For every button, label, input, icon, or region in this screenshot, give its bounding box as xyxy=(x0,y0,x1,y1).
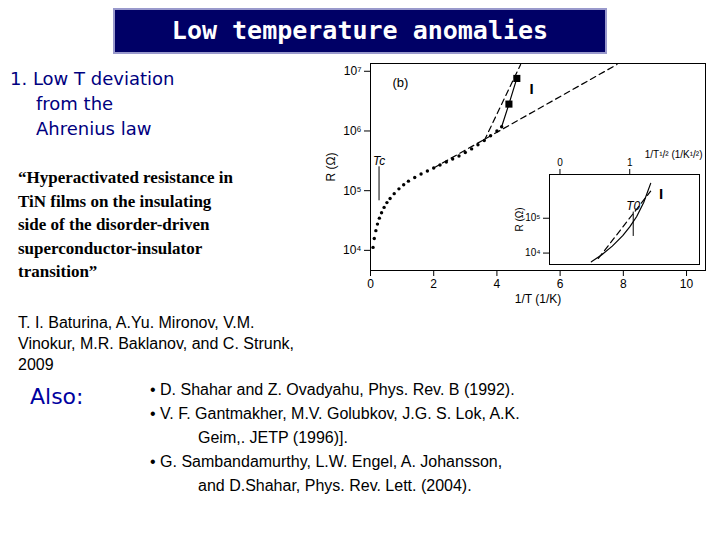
svg-text:0: 0 xyxy=(557,157,563,168)
html-text:transition”: transition” xyxy=(18,262,98,281)
svg-text:6: 6 xyxy=(557,277,564,291)
svg-text:1: 1 xyxy=(627,157,633,168)
svg-text:1/T (1/K): 1/T (1/K) xyxy=(515,292,561,306)
svg-text:(b): (b) xyxy=(393,75,409,90)
html-text:Also:: Also: xyxy=(30,384,84,409)
html-text:Ahrenius law: Ahrenius law xyxy=(36,118,152,139)
html-text:• V. F. Gantmakher, M.V. Golub: • V. F. Gantmakher, M.V. Golubkov, J.G. … xyxy=(150,405,520,422)
svg-text:T0: T0 xyxy=(626,199,640,213)
svg-text:4: 4 xyxy=(494,277,501,291)
svg-text:10⁶: 10⁶ xyxy=(343,124,361,138)
svg-text:10⁴: 10⁴ xyxy=(525,247,540,258)
html-text:and D.Shahar, Phys. Rev. Lett.: and D.Shahar, Phys. Rev. Lett. (2004). xyxy=(198,477,472,494)
svg-text:R (Ω): R (Ω) xyxy=(514,207,525,231)
html-text:“Hyperactivated resistance in: “Hyperactivated resistance in xyxy=(18,168,233,187)
svg-text:10⁵: 10⁵ xyxy=(525,212,540,223)
html-text:from the: from the xyxy=(36,93,114,114)
svg-text:10⁴: 10⁴ xyxy=(343,243,362,257)
svg-text:Tc: Tc xyxy=(373,154,385,168)
svg-text:10⁷: 10⁷ xyxy=(344,64,362,78)
svg-text:10⁵: 10⁵ xyxy=(343,184,361,198)
html-text:1. Low T deviation: 1. Low T deviation xyxy=(10,68,175,89)
html-text:• G. Sambandamurthy, L.W. Enge: • G. Sambandamurthy, L.W. Engel, A. Joha… xyxy=(150,453,503,470)
html-text:Vinokur, M.R. Baklanov, and C.: Vinokur, M.R. Baklanov, and C. Strunk, xyxy=(18,335,294,352)
html-text:Geim,. JETP (1996)].: Geim,. JETP (1996)]. xyxy=(198,429,348,446)
svg-text:0: 0 xyxy=(367,277,374,291)
html-text:T. I. Baturina, A.Yu. Mironov,: T. I. Baturina, A.Yu. Mironov, V.M. xyxy=(18,314,255,331)
svg-text:I: I xyxy=(530,80,534,97)
svg-text:8: 8 xyxy=(620,277,627,291)
svg-text:R (Ω): R (Ω) xyxy=(324,153,338,182)
html-text:TiN films on the insulating: TiN films on the insulating xyxy=(18,191,212,211)
svg-text:10: 10 xyxy=(680,277,694,291)
html-text:side of the disorder-driven: side of the disorder-driven xyxy=(18,215,210,234)
svg-text:2: 2 xyxy=(430,277,437,291)
html-text:Low temperature anomalies: Low temperature anomalies xyxy=(171,16,549,45)
svg-text:1/T¹/² (1/K¹/²): 1/T¹/² (1/K¹/²) xyxy=(645,149,703,160)
html-text:superconductor-insulator: superconductor-insulator xyxy=(18,238,203,258)
html-text:2009: 2009 xyxy=(18,356,54,373)
svg-text:I: I xyxy=(659,185,663,202)
html-text:• D. Shahar and Z. Ovadyahu, P: • D. Shahar and Z. Ovadyahu, Phys. Rev. … xyxy=(150,381,515,398)
